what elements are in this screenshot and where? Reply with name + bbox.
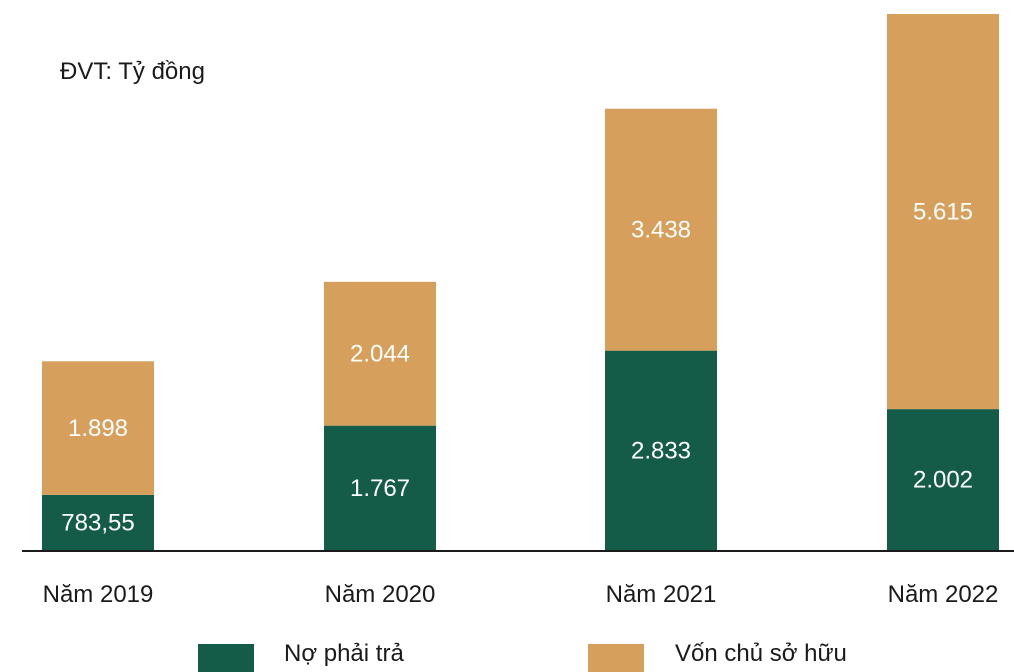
data-label-equity-0: 1.898 xyxy=(68,415,128,442)
data-label-debt-2: 2.833 xyxy=(631,437,691,464)
bar-debt-3 xyxy=(887,409,999,550)
bar-equity-3 xyxy=(887,14,999,410)
bar-debt-0 xyxy=(42,494,154,550)
x-tick-labels: Năm 2019 Năm 2020 Năm 2021 Năm 2022 xyxy=(43,581,999,608)
data-label-equity-1: 2.044 xyxy=(350,341,410,368)
data-label-debt-1: 1.767 xyxy=(350,475,410,502)
bar-equity-0 xyxy=(42,361,154,495)
bars-layer: 783,55 1.898 1.767 2.044 2.833 3.438 2.002 5.61… xyxy=(42,14,999,550)
legend-label-debt: Nợ phải trả xyxy=(284,640,404,667)
bar-equity-2 xyxy=(605,108,717,351)
legend-label-equity: Vốn chủ sở hữu xyxy=(675,640,847,667)
legend: Nợ phải trả Vốn chủ sở hữu xyxy=(0,640,1014,672)
x-tick-label-2: Năm 2021 xyxy=(606,581,717,608)
stacked-bar-chart: 783,55 1.898 1.767 2.044 2.833 3.438 2.002 5.61… xyxy=(22,14,1014,608)
bar-debt-2 xyxy=(605,350,717,550)
bar-debt-1 xyxy=(324,425,436,550)
data-label-debt-0: 783,55 xyxy=(61,509,134,536)
legend-swatch-debt xyxy=(198,644,254,672)
bar-equity-1 xyxy=(324,281,436,426)
legend-swatch-equity xyxy=(588,644,644,672)
data-label-debt-3: 2.002 xyxy=(913,467,973,494)
x-tick-label-0: Năm 2019 xyxy=(43,581,154,608)
x-tick-label-3: Năm 2022 xyxy=(888,581,999,608)
x-tick-label-1: Năm 2020 xyxy=(325,581,436,608)
data-label-equity-3: 5.615 xyxy=(913,199,973,226)
unit-label: ĐVT: Tỷ đồng xyxy=(60,58,205,85)
data-label-equity-2: 3.438 xyxy=(631,217,691,244)
